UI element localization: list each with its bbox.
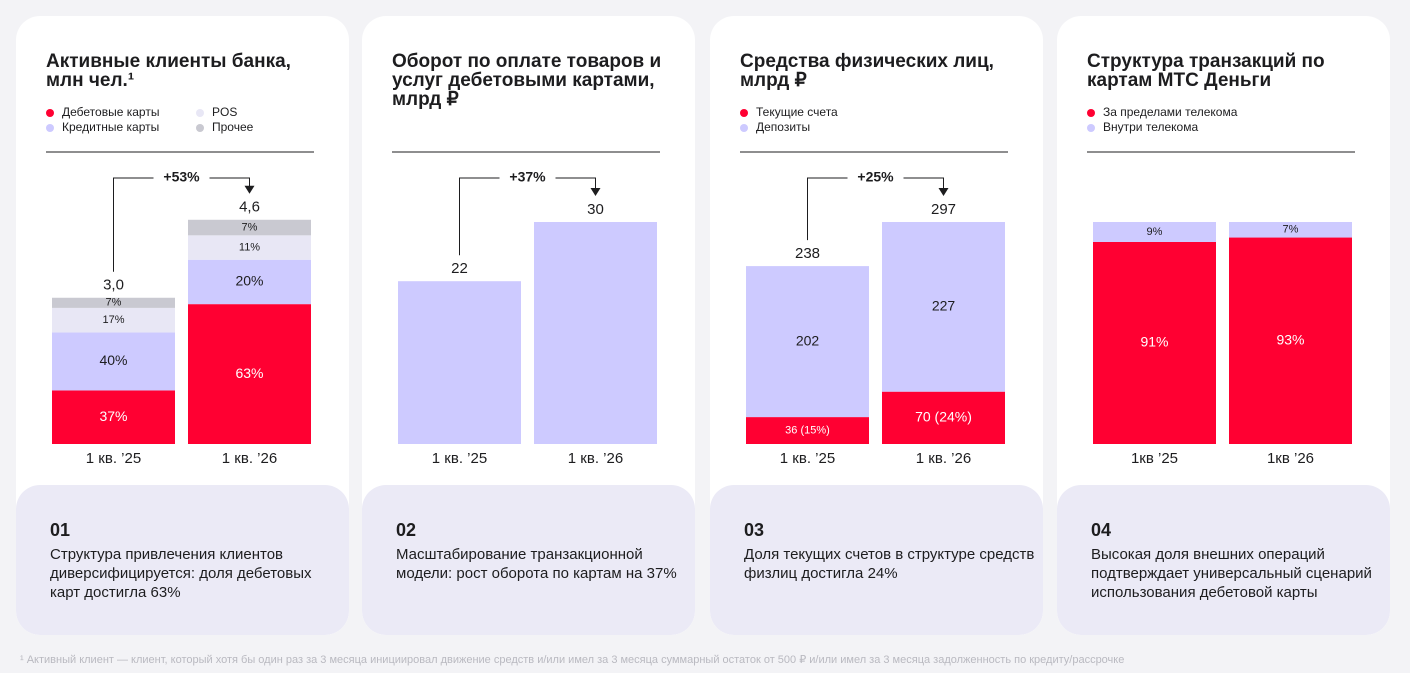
legend-marker bbox=[196, 109, 204, 117]
legend-label: Депозиты bbox=[756, 120, 810, 134]
growth-label: +25% bbox=[857, 169, 894, 185]
bar-segment bbox=[188, 235, 311, 260]
segment-label: 63% bbox=[235, 365, 263, 381]
segment-label: 227 bbox=[932, 298, 956, 314]
bar-segment bbox=[188, 304, 311, 444]
total-label: 238 bbox=[795, 245, 820, 262]
legend-marker bbox=[46, 124, 54, 132]
x-tick-label: 1кв ’26 bbox=[1267, 450, 1314, 467]
legend-marker bbox=[196, 124, 204, 132]
growth-label-bg bbox=[499, 169, 556, 187]
bar-segment bbox=[746, 417, 869, 444]
segment-label: 40% bbox=[99, 352, 127, 368]
card-text: Высокая доля внешних операций подтвержда… bbox=[1091, 546, 1372, 601]
insight-card: 04 Высокая доля внешних операций подтверж… bbox=[1057, 485, 1390, 635]
bar-segment bbox=[746, 266, 869, 418]
segment-label: 11% bbox=[239, 241, 260, 253]
bar-segment bbox=[52, 297, 175, 308]
legend-marker bbox=[740, 124, 748, 132]
total-label: 3,0 bbox=[103, 277, 124, 294]
growth-label: +53% bbox=[163, 169, 200, 185]
value-label: 22 bbox=[451, 260, 468, 277]
growth-arrow bbox=[938, 188, 949, 196]
total-label: 4,6 bbox=[239, 199, 260, 216]
bar-segment bbox=[52, 307, 175, 333]
x-tick-label: 1 кв. ’26 bbox=[568, 450, 623, 467]
bar-segment bbox=[1229, 222, 1352, 238]
legend-label: Дебетовые карты bbox=[62, 105, 159, 119]
card-number: 02 bbox=[396, 520, 417, 540]
x-tick-label: 1кв ’25 bbox=[1131, 450, 1178, 467]
card-text: Доля текущих счетов в структуре средств … bbox=[744, 546, 1035, 582]
segment-label: 7% bbox=[242, 221, 258, 233]
growth-label-bg bbox=[847, 169, 904, 187]
growth-arrow bbox=[244, 185, 255, 194]
chart-title: Активные клиенты банка, млн чел.¹ bbox=[46, 51, 291, 91]
bar-segment bbox=[188, 259, 311, 305]
segment-label: 36 (15%) bbox=[785, 424, 830, 436]
segment-label: 70 (24%) bbox=[915, 409, 972, 425]
bar-segment bbox=[52, 332, 175, 391]
bar-segment bbox=[882, 391, 1005, 444]
legend-label: POS bbox=[212, 105, 237, 119]
value-label: 30 bbox=[587, 201, 604, 218]
insight-card: 03 Доля текущих счетов в структуре средст… bbox=[710, 485, 1043, 635]
insight-card: 01 Структура привлечения клиентов диверси… bbox=[16, 485, 349, 635]
x-tick-label: 1 кв. ’25 bbox=[86, 450, 141, 467]
panel: Средства физических лиц, млрд ₽ 03 Доля те… bbox=[710, 16, 1043, 635]
segment-label: 37% bbox=[99, 408, 127, 424]
bar-segment bbox=[1093, 222, 1216, 242]
card-number: 04 bbox=[1091, 520, 1112, 540]
bar bbox=[398, 281, 521, 444]
legend-marker bbox=[740, 109, 748, 117]
legend-marker bbox=[1087, 109, 1095, 117]
bar-segment bbox=[1229, 237, 1352, 444]
x-tick-label: 1 кв. ’25 bbox=[780, 450, 835, 467]
card-text: Масштабирование транзакционной модели: р… bbox=[396, 546, 677, 582]
card-text: Структура привлечения клиентов диверсифи… bbox=[50, 546, 312, 601]
legend-label: За пределами телекома bbox=[1103, 105, 1238, 119]
segment-label: 202 bbox=[796, 332, 820, 348]
chart-title: Оборот по оплате товаров и услуг дебетов… bbox=[392, 51, 662, 110]
legend-marker bbox=[46, 109, 54, 117]
x-tick-label: 1 кв. ’26 bbox=[222, 450, 277, 467]
segment-label: 93% bbox=[1276, 331, 1304, 347]
legend-label: Прочее bbox=[212, 120, 254, 134]
x-tick-label: 1 кв. ’25 bbox=[432, 450, 487, 467]
segment-label: 20% bbox=[235, 273, 263, 289]
segment-label: 7% bbox=[1283, 224, 1299, 236]
legend-marker bbox=[1087, 124, 1095, 132]
legend-label: Текущие счета bbox=[756, 105, 838, 119]
total-label: 297 bbox=[931, 201, 956, 218]
growth-label-bg bbox=[153, 169, 210, 187]
bar-segment bbox=[882, 222, 1005, 392]
x-tick-label: 1 кв. ’26 bbox=[916, 450, 971, 467]
legend-label: Кредитные карты bbox=[62, 120, 159, 134]
legend-label: Внутри телекома bbox=[1103, 120, 1198, 134]
segment-label: 7% bbox=[106, 297, 122, 309]
insight-card: 02 Масштабирование транзакционной модели:… bbox=[362, 485, 695, 635]
segment-label: 17% bbox=[102, 314, 124, 326]
growth-label: +37% bbox=[509, 169, 546, 185]
growth-arrow bbox=[590, 188, 601, 196]
bar-segment bbox=[52, 390, 175, 444]
bar-segment bbox=[188, 219, 311, 236]
chart-title: Структура транзакций по картам МТС Деньг… bbox=[1087, 51, 1325, 91]
card-number: 01 bbox=[50, 520, 71, 540]
footnote: ¹ Активный клиент — клиент, который хотя… bbox=[20, 654, 1125, 666]
bar-segment bbox=[1093, 241, 1216, 444]
bar bbox=[534, 222, 657, 444]
card-number: 03 bbox=[744, 520, 765, 540]
segment-label: 91% bbox=[1140, 334, 1168, 350]
chart-title: Средства физических лиц, млрд ₽ bbox=[740, 51, 994, 91]
segment-label: 9% bbox=[1147, 226, 1163, 238]
